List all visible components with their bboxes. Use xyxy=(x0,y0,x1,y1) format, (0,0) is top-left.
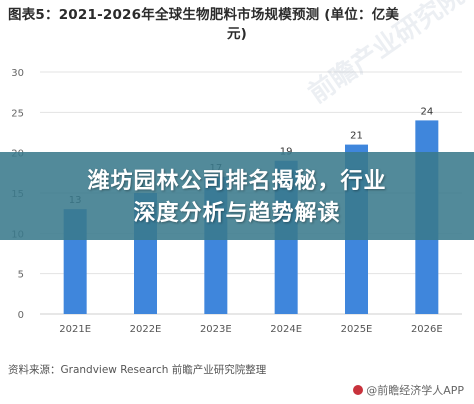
x-axis-ticks: 2021E 2022E 2023E 2024E 2025E 2026E xyxy=(59,324,442,335)
data-label: 24 xyxy=(420,106,433,117)
watermark-footer-text: @前瞻经济学人APP xyxy=(366,384,464,397)
banner-line2: 深度分析与趋势解读 xyxy=(133,201,341,226)
watermark-footer: @前瞻经济学人APP xyxy=(353,382,464,398)
banner-line1: 潍坊园林公司排名揭秘，行业 xyxy=(87,169,387,194)
y-tick-label: 0 xyxy=(18,310,24,321)
x-tick-label: 2026E xyxy=(411,324,443,335)
x-tick-label: 2023E xyxy=(200,324,232,335)
logo-dot-icon xyxy=(353,385,364,395)
x-tick-label: 2025E xyxy=(341,324,373,335)
data-label: 21 xyxy=(350,131,363,142)
chart-title-line1: 图表5：2021-2026年全球生物肥料市场规模预测 (单位：亿美 xyxy=(8,7,400,23)
overlay-banner xyxy=(0,152,474,240)
overlay-banner-text: 潍坊园林公司排名揭秘，行业 深度分析与趋势解读 xyxy=(0,166,474,230)
y-tick-label: 5 xyxy=(18,270,24,281)
x-tick-label: 2024E xyxy=(270,324,302,335)
chart-title: 图表5：2021-2026年全球生物肥料市场规模预测 (单位：亿美 元) xyxy=(8,6,466,44)
chart-title-line2: 元) xyxy=(226,26,248,42)
x-tick-label: 2021E xyxy=(59,324,91,335)
y-tick-label: 25 xyxy=(11,108,24,119)
y-tick-label: 30 xyxy=(11,68,24,79)
source-note: 资料来源：Grandview Research 前瞻产业研究院整理 xyxy=(8,364,267,376)
x-tick-label: 2022E xyxy=(130,324,162,335)
